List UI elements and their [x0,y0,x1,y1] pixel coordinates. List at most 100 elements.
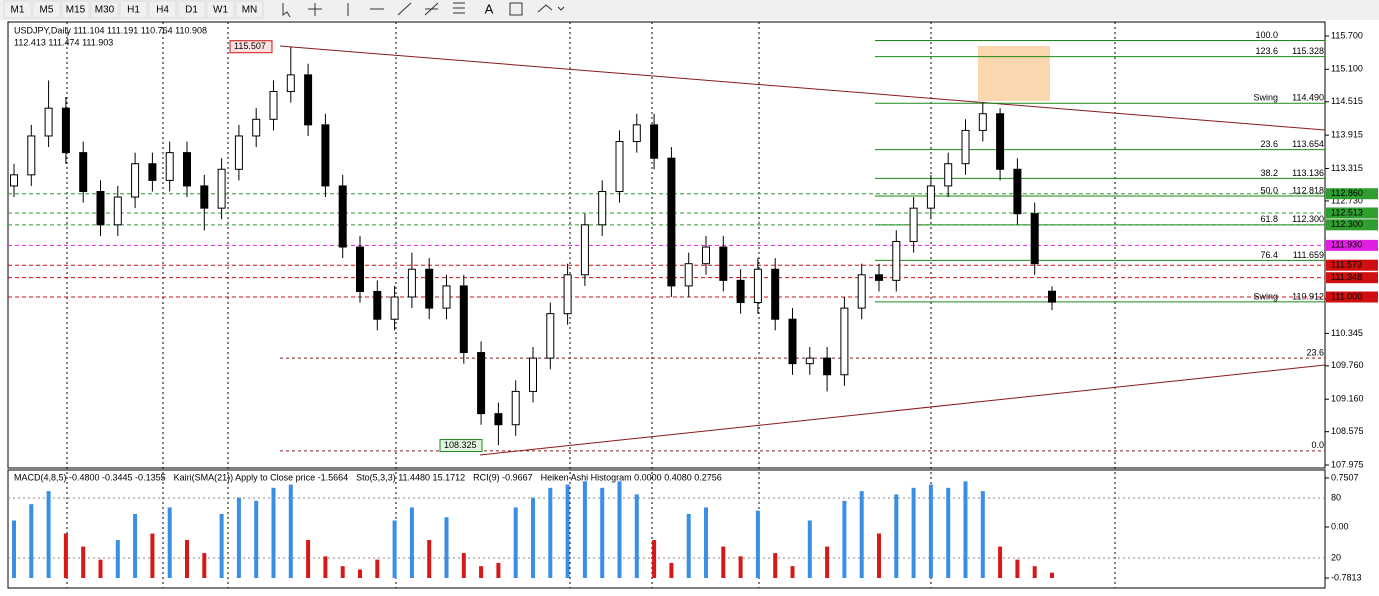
timeframe-label[interactable]: D1 [185,5,198,16]
candle-body [10,174,18,187]
histogram-bar [150,533,155,578]
histogram-bar [928,484,933,578]
candle-body [407,268,416,298]
cursor-icon[interactable] [282,3,291,18]
crosshair-icon[interactable] [308,3,322,16]
candle-body [823,357,832,376]
candle-body [252,118,261,137]
histogram-bar [323,556,328,578]
stoch-level-label: 80 [1331,492,1341,502]
candle-body [667,157,676,287]
candle-body [373,290,382,320]
stoch-level-label: 20 [1331,552,1341,562]
timeframe-label[interactable]: M5 [40,5,54,16]
histogram-bar [946,487,951,578]
extreme-label: 115.507 [234,41,266,51]
trendline-lower [479,364,1326,456]
histogram-bar [877,533,881,578]
fib-ratio: 50.0 [1260,185,1278,195]
fib-ratio: 61.8 [1260,214,1278,224]
histogram-bar [704,507,708,578]
histogram-bar [807,520,812,578]
price-tick-label: 107.975 [1331,459,1364,469]
histogram-bar [444,517,449,578]
shapes-icon[interactable] [537,4,565,13]
timeframe-label[interactable]: W1 [213,5,228,16]
candle-body [840,307,849,376]
candle-body [702,246,710,265]
timeframe-label[interactable]: H1 [127,5,140,16]
extreme-box [439,439,483,453]
histogram-bar [773,553,778,578]
histogram-bar [496,562,501,578]
candle-body [805,357,814,365]
trendline-icon[interactable] [397,2,412,16]
timeframe-button[interactable] [235,0,264,19]
histogram-bar [12,520,16,578]
retrace-ratio: 0.0 [1311,440,1324,450]
histogram-bar [358,569,362,578]
timeframe-button[interactable] [119,0,148,19]
candle-body [27,135,36,176]
timeframe-button[interactable] [61,0,90,19]
histogram-bar [63,533,68,578]
channel-icon[interactable] [424,2,439,16]
candle-body [961,129,970,165]
fib-ratio: 123.6 [1255,46,1278,56]
histogram-bar [721,546,726,578]
price-label-bg [1326,188,1378,200]
label-icon[interactable] [509,2,523,16]
timeframe-button[interactable] [177,0,206,19]
histogram-bar [963,481,968,578]
candle-body [1030,213,1039,265]
fib-ratio: 76.4 [1260,250,1278,260]
price-tick-label: 115.700 [1331,30,1363,40]
retrace-ratio: 23.6 [1306,347,1324,357]
timeframe-button[interactable] [206,0,235,19]
timeframe-label[interactable]: M1 [11,5,25,16]
trendline-upper [279,45,1326,131]
candle-body [390,296,399,320]
candle-body [563,274,572,315]
histogram-bar [236,497,241,578]
price-label-bg [1326,259,1378,271]
candle-body [459,285,468,354]
histogram-bar [582,481,587,578]
histogram-bar [998,546,1003,578]
histogram-bar [409,507,414,578]
candle-body [113,196,122,226]
histogram-bar [185,540,189,578]
timeframe-button[interactable] [90,0,119,19]
candle-body [978,113,987,131]
histogram-bar [167,507,172,578]
price-label: 111.348 [1331,272,1362,282]
fib-ratio: 23.6 [1260,139,1278,149]
timeframe-button[interactable] [32,0,61,19]
price-tick-label: 112.730 [1331,195,1363,205]
timeframe-label[interactable]: H4 [156,5,169,16]
histogram-bar [306,540,311,578]
fibo-icon[interactable] [453,2,465,14]
indicator-header: RCI(9) -0.9667 [473,472,533,482]
candle-body [753,268,762,304]
histogram-bar [652,540,657,578]
timeframe-label[interactable]: MN [242,5,258,16]
text-tool[interactable]: A [485,1,494,16]
timeframe-button[interactable] [3,0,32,19]
fib-price: 111.659 [1293,250,1324,260]
timeframe-button[interactable] [148,0,177,19]
candle-body [304,74,313,126]
candle-body [650,124,659,159]
timeframe-label[interactable]: M15 [66,5,86,16]
fib-price: 114.490 [1292,93,1324,103]
candle-body [892,240,901,281]
candle-body [771,268,780,320]
histogram-bar [980,491,985,578]
histogram-bar [738,556,743,578]
price-label: 111.000 [1331,291,1362,301]
candle-body [719,246,728,281]
candle-body [165,152,174,181]
candle-body [857,274,866,309]
timeframe-label[interactable]: M30 [95,5,115,16]
